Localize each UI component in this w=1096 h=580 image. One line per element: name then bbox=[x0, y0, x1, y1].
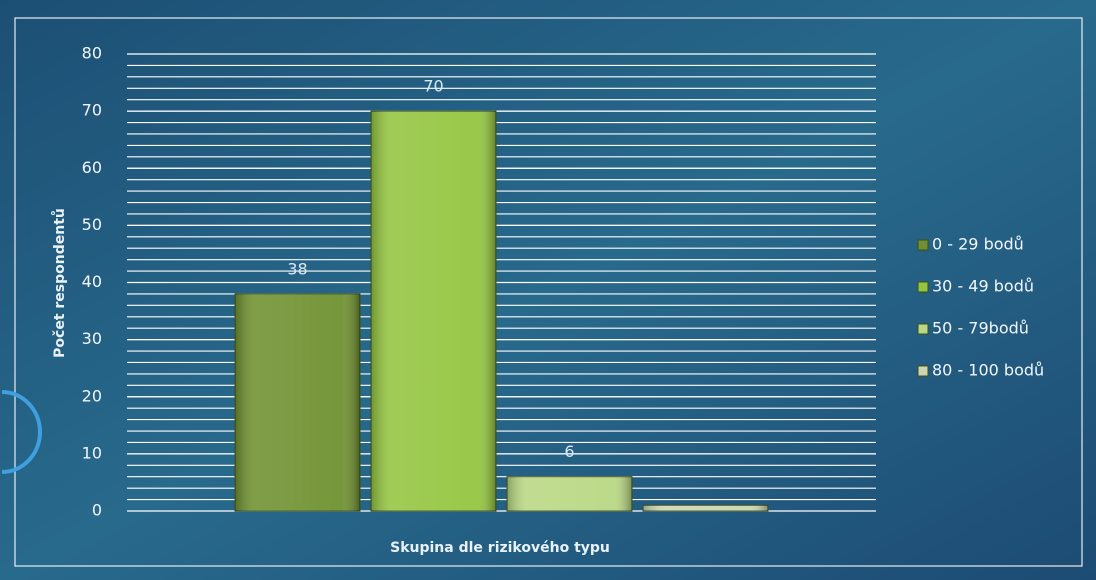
y-tick-label: 60 bbox=[82, 158, 102, 177]
y-tick-label: 40 bbox=[82, 272, 102, 291]
decoration-arc bbox=[1, 390, 42, 474]
legend-swatch bbox=[917, 239, 929, 251]
frame bbox=[14, 17, 1083, 567]
legend-label: 80 - 100 bodů bbox=[932, 361, 1044, 380]
y-tick-label: 0 bbox=[92, 501, 102, 520]
legend-swatch bbox=[917, 281, 929, 293]
bar-shade bbox=[235, 293, 360, 511]
x-axis-title: Skupina dle rizikového typu bbox=[390, 540, 610, 556]
y-tick-label: 50 bbox=[82, 215, 102, 234]
bar-shade bbox=[507, 476, 632, 511]
y-tick-label: 80 bbox=[82, 44, 102, 63]
bar-shade bbox=[371, 111, 496, 511]
value-label: 6 bbox=[564, 442, 574, 461]
legend-label: 50 - 79bodů bbox=[932, 319, 1029, 338]
y-axis-title: Počet respondentů bbox=[51, 208, 68, 358]
legend-swatch bbox=[917, 365, 929, 377]
legend-label: 30 - 49 bodů bbox=[932, 277, 1034, 296]
y-tick-label: 20 bbox=[82, 386, 102, 405]
legend-swatch bbox=[917, 323, 929, 335]
y-tick-label: 30 bbox=[82, 329, 102, 348]
value-label: 70 bbox=[423, 77, 443, 96]
y-tick-label: 70 bbox=[82, 101, 102, 120]
legend-label: 0 - 29 bodů bbox=[932, 235, 1024, 254]
value-label: 38 bbox=[287, 259, 307, 278]
bar-shade bbox=[643, 505, 768, 511]
y-tick-label: 10 bbox=[82, 443, 102, 462]
